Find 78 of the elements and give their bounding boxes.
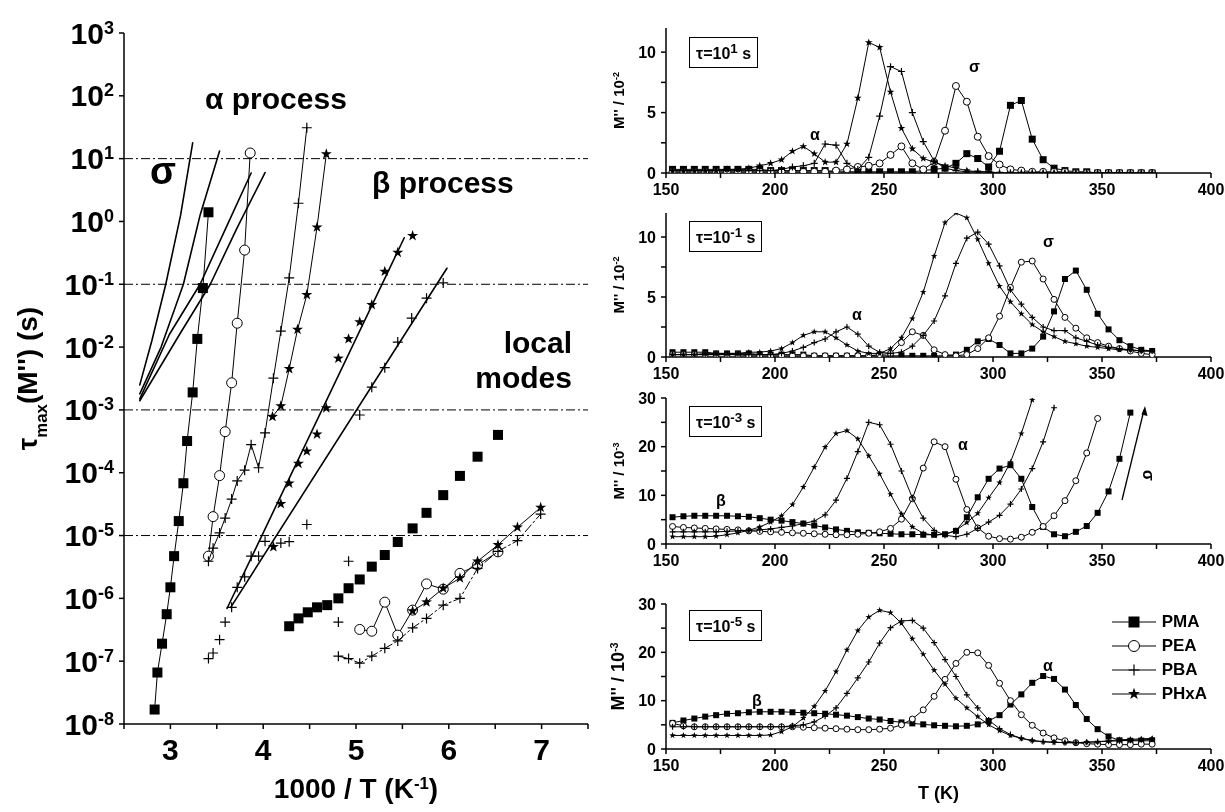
y-tick-label: 10$^{-4}$ [64, 456, 114, 490]
y-tick-label: 5 [647, 104, 657, 122]
y-tick-label: 10 [638, 228, 657, 246]
x-tick-label: 150 [652, 757, 680, 775]
y-tick-label: 10$^{-2}$ [64, 330, 114, 364]
y-tick-label: 0 [647, 348, 657, 366]
y-tick-label: 10 [638, 486, 657, 504]
y-tick-label: 10$^{-7}$ [64, 644, 114, 678]
annotation: α [958, 436, 968, 455]
x-tick-label: 300 [979, 552, 1007, 570]
y-tick-label: 10$^{1}$ [70, 142, 114, 176]
x-tick-label: 350 [1088, 552, 1116, 570]
y-tick-label: 10 [638, 43, 657, 61]
legend-label: PEA [1161, 636, 1197, 656]
annotation: σ [969, 58, 980, 77]
x-tick-label: 400 [1197, 181, 1225, 199]
annotation: α process [205, 82, 347, 117]
x-tick-label: 350 [1088, 365, 1116, 383]
x-tick-label: 250 [870, 365, 898, 383]
y-tick-label: 20 [638, 438, 657, 456]
x-tick-label: 400 [1197, 757, 1225, 775]
x-tick-label: 200 [761, 365, 789, 383]
x-tick-label: 5 [347, 732, 365, 766]
legend-label: PMA [1161, 612, 1200, 632]
x-tick-label: 150 [652, 552, 680, 570]
x-tick-label: 3 [162, 732, 179, 766]
annotation: local modes [474, 326, 572, 395]
annotation: β process [372, 166, 514, 201]
annotation: τ=10$^{1}$ s [689, 37, 759, 68]
y-tick-label: 10$^{-6}$ [64, 581, 114, 615]
y-tick-label: 30 [638, 595, 657, 613]
annotation: β [752, 692, 762, 711]
x-tick-label: 6 [440, 732, 458, 766]
y-tick-label: 10 [638, 692, 657, 710]
x-tick-label: 300 [979, 181, 1007, 199]
y-tick-label: 10$^{3}$ [70, 16, 114, 50]
legend-label: PHxA [1161, 684, 1207, 704]
y-tick-label: 0 [647, 164, 657, 182]
y-tick-label: 0 [647, 535, 657, 553]
annotation: α [852, 306, 862, 325]
y-tick-label: 0 [647, 740, 657, 758]
x-tick-label: 300 [979, 757, 1007, 775]
annotation: β [716, 492, 726, 511]
y-tick-label: 10$^{-5}$ [64, 519, 114, 553]
x-tick-label: 150 [652, 181, 680, 199]
x-tick-label: 400 [1197, 365, 1225, 383]
annotation: α [1043, 657, 1053, 676]
x-tick-label: 300 [979, 365, 1007, 383]
x-axis-title: T (K) [918, 783, 959, 803]
annotation: σ [1138, 469, 1157, 481]
x-axis-title: 1000 / T (K$^{-1}$) [273, 773, 439, 804]
annotation: τ=10$^{-1}$ s [689, 221, 763, 252]
annotation: σ [1043, 233, 1054, 252]
y-tick-label: 10$^{-3}$ [64, 393, 114, 427]
x-tick-label: 150 [652, 365, 680, 383]
y-tick-label: 20 [638, 643, 657, 661]
annotation: τ=10$^{-5}$ s [689, 610, 763, 641]
x-tick-label: 200 [761, 552, 789, 570]
x-tick-label: 250 [870, 552, 898, 570]
x-tick-label: 250 [870, 181, 898, 199]
x-tick-label: 250 [870, 757, 898, 775]
x-tick-label: 200 [761, 181, 789, 199]
y-tick-label: 10$^{-1}$ [64, 267, 114, 301]
y-tick-label: 30 [638, 389, 657, 407]
y-tick-label: 10$^{-8}$ [64, 707, 114, 741]
x-tick-label: 200 [761, 757, 789, 775]
x-tick-label: 350 [1088, 757, 1116, 775]
annotation: α [810, 126, 820, 145]
annotation: σ [150, 150, 176, 194]
annotation: τ=10$^{-3}$ s [689, 406, 763, 437]
y-tick-label: 10$^{0}$ [70, 204, 114, 238]
y-tick-label: 5 [647, 288, 657, 306]
x-tick-label: 350 [1088, 181, 1116, 199]
legend-label: PBA [1161, 660, 1198, 680]
y-tick-label: 10$^{2}$ [70, 79, 114, 113]
x-tick-label: 7 [533, 732, 550, 766]
x-tick-label: 400 [1197, 552, 1225, 570]
x-tick-label: 4 [254, 732, 272, 766]
